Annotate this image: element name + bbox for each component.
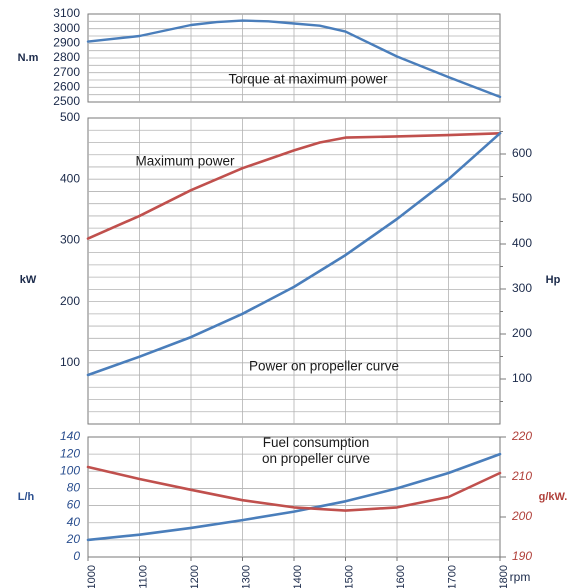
- torque-line: [86, 19, 502, 99]
- hp-tick-100: 100: [512, 371, 532, 385]
- power-kw-tick-labels: 500 400 300 200 100: [60, 110, 80, 369]
- rpm-unit-label: rpm: [510, 570, 531, 584]
- hp-tick-300: 300: [512, 281, 532, 295]
- rpm-tick-1400: 1400: [292, 565, 304, 588]
- rpm-tick-1200: 1200: [189, 565, 201, 588]
- kw-tick-200: 200: [60, 294, 80, 308]
- gkw-tick-210: 210: [511, 469, 532, 483]
- torque-gridlines: [88, 14, 500, 102]
- lh-tick-40: 40: [67, 515, 81, 529]
- power-kw-axis-label: kW: [20, 274, 37, 286]
- rpm-tick-1600: 1600: [395, 565, 407, 588]
- torque-tick-2600: 2600: [53, 80, 80, 94]
- fuel-lh-tick-labels: 140 120 100 80 60 40 20 0: [60, 429, 80, 563]
- torque-tick-2700: 2700: [53, 65, 80, 79]
- lh-tick-100: 100: [60, 463, 80, 477]
- rpm-tick-1100: 1100: [137, 565, 149, 588]
- rpm-tick-1500: 1500: [343, 565, 355, 588]
- torque-y-axis-label: N.m: [18, 52, 39, 64]
- fuel-gkw-tick-labels: 220 210 200 190: [500, 429, 532, 563]
- power-hp-axis-label: Hp: [546, 274, 561, 286]
- maximum-power-line: [86, 132, 502, 240]
- fuel-annotation-line: on propeller curve: [262, 451, 370, 466]
- lh-tick-60: 60: [67, 498, 81, 512]
- maximum-power-label: Maximum power: [135, 154, 235, 169]
- rpm-tick-1300: 1300: [240, 565, 252, 588]
- propeller-power-line: [86, 132, 502, 377]
- fuel-gridlines: [88, 437, 500, 557]
- hp-tick-600: 600: [512, 146, 532, 160]
- hp-tick-400: 400: [512, 236, 532, 250]
- hp-tick-500: 500: [512, 191, 532, 205]
- fuel-series: [86, 452, 502, 542]
- specific-consumption-line: [86, 465, 502, 512]
- rpm-tick-1000: 1000: [86, 565, 98, 588]
- torque-tick-2500: 2500: [53, 94, 80, 108]
- fuel-annotation: Fuel consumption on propeller curve: [262, 435, 370, 466]
- kw-tick-300: 300: [60, 233, 80, 247]
- power-hp-tick-labels: 600 500 400 300 200 100: [500, 131, 532, 402]
- fuel-consumption-line: [86, 452, 502, 542]
- lh-tick-120: 120: [60, 446, 80, 460]
- torque-tick-3000: 3000: [53, 21, 80, 35]
- torque-series: [86, 19, 502, 99]
- lh-tick-0: 0: [73, 549, 80, 563]
- rpm-tick-1700: 1700: [446, 565, 458, 588]
- gkw-tick-220: 220: [511, 429, 532, 443]
- fuel-lh-axis-label: L/h: [18, 491, 35, 503]
- fuel-gkw-axis-label: g/kW.: [539, 491, 568, 503]
- kw-tick-400: 400: [60, 171, 80, 185]
- power-panel: 500 400 300 200 100 600 500 400 300 200 100 kW Hp…: [20, 110, 561, 425]
- lh-tick-140: 140: [60, 429, 80, 443]
- torque-tick-3100: 3100: [53, 6, 80, 20]
- kw-tick-100: 100: [60, 355, 80, 369]
- torque-annotation: Torque at maximum power: [228, 72, 388, 87]
- rpm-tick-labels: 1000 1100 1200 1300 1400 1500 1600 1700 1800: [86, 557, 510, 588]
- power-series: [86, 132, 502, 377]
- lh-tick-20: 20: [66, 532, 81, 546]
- torque-tick-2900: 2900: [53, 36, 80, 50]
- kw-tick-500: 500: [60, 110, 80, 124]
- hp-tick-200: 200: [512, 326, 532, 340]
- torque-tick-2800: 2800: [53, 50, 80, 64]
- gkw-tick-190: 190: [512, 549, 532, 563]
- rpm-tick-1800: 1800: [498, 565, 510, 588]
- lh-tick-80: 80: [67, 481, 81, 495]
- gkw-tick-200: 200: [511, 509, 532, 523]
- propeller-power-label: Power on propeller curve: [249, 359, 399, 374]
- fuel-annotation-line: Fuel consumption: [263, 435, 370, 450]
